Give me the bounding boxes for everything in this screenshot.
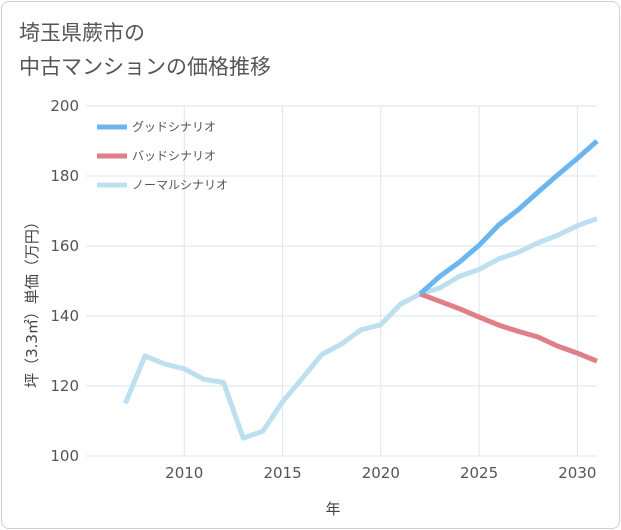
x-tick-label: 2015 (263, 464, 301, 482)
y-tick-label: 200 (50, 97, 79, 115)
x-tick-label: 2020 (362, 464, 400, 482)
series-line-0 (418, 139, 599, 296)
series-line-1 (419, 291, 598, 364)
y-axis-title: 坪（3.3㎡）単価（万円） (23, 214, 41, 388)
legend-label-0: グッドシナリオ (132, 120, 216, 134)
x-tick-labels: 2010 2015 2020 2025 2030 (165, 464, 596, 482)
y-tick-labels: 100 120 140 160 180 200 (50, 97, 79, 465)
y-tick-label: 140 (50, 307, 79, 325)
series-line-2 (122, 216, 598, 441)
x-axis-title: 年 (325, 500, 340, 518)
legend-label-1: バッドシナリオ (132, 149, 216, 163)
y-tick-label: 180 (50, 167, 79, 185)
y-tick-label: 160 (50, 237, 79, 255)
y-tick-label: 120 (50, 377, 79, 395)
chart-title-line-1: 埼玉県蕨市の (19, 21, 145, 45)
chart-title: 埼玉県蕨市の 中古マンションの価格推移 (19, 16, 271, 84)
x-tick-label: 2025 (460, 464, 498, 482)
plot-area (86, 106, 597, 456)
grid-lines (86, 105, 597, 457)
x-tick-label: 2010 (165, 464, 203, 482)
legend-label-2: ノーマルシナリオ (132, 178, 228, 192)
y-tick-label: 100 (50, 447, 79, 465)
series-layer (122, 139, 599, 441)
x-tick-label: 2030 (558, 464, 596, 482)
chart-title-line-2: 中古マンションの価格推移 (19, 55, 271, 79)
